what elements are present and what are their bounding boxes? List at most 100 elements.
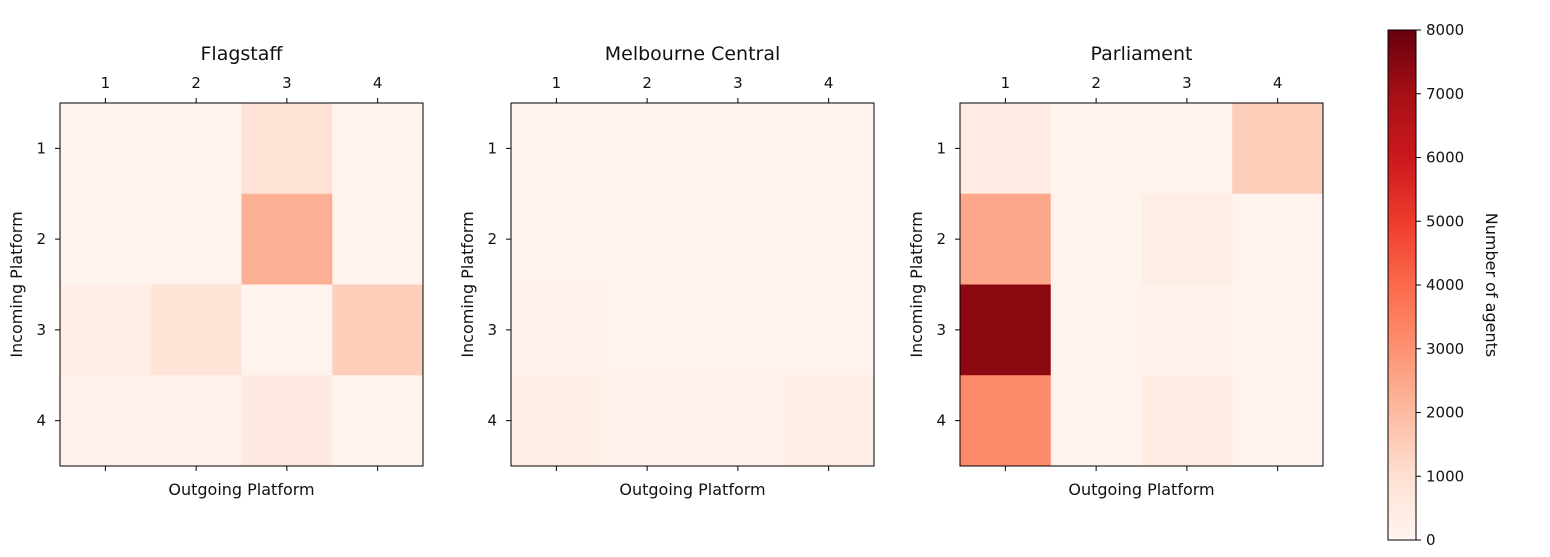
heatmap-cell xyxy=(1141,375,1233,467)
heatmap-cell xyxy=(692,284,784,376)
heatmap-cell xyxy=(601,375,693,467)
x-tick-label: 1 xyxy=(101,74,111,92)
heatmap-cell xyxy=(241,284,333,376)
heatmap-cell xyxy=(1232,375,1324,467)
axes-frame xyxy=(510,102,875,467)
heatmap-cell xyxy=(241,193,333,285)
y-tick-label: 1 xyxy=(936,139,946,157)
heatmap-cell xyxy=(332,193,424,285)
heatmap-cell xyxy=(150,284,242,376)
heatmap-cell xyxy=(960,284,1052,376)
y-tick-label: 1 xyxy=(36,139,46,157)
colorbar: 0 1000 2000 3000 4000 5000 6000 7000 8000 Number… xyxy=(1387,21,1501,549)
colorbar-tick-label: 4000 xyxy=(1426,276,1464,294)
heatmap-cell xyxy=(511,193,603,285)
heatmap-cell xyxy=(1050,103,1142,195)
y-axis-label: Incoming Platform xyxy=(7,211,26,357)
heatmap-cell xyxy=(601,284,693,376)
heatmap-cell xyxy=(1050,375,1142,467)
axes-frame xyxy=(959,102,1324,467)
colorbar-tick-label: 0 xyxy=(1426,531,1436,549)
heatmap-cell xyxy=(1050,284,1142,376)
heatmap-cell xyxy=(241,103,333,195)
heatmap-cell xyxy=(60,193,152,285)
colorbar-tick-label: 3000 xyxy=(1426,340,1464,358)
x-tick-label: 4 xyxy=(824,74,834,92)
heatmap-cell xyxy=(783,103,875,195)
x-tick-label: 3 xyxy=(282,74,292,92)
heatmap-cell xyxy=(601,193,693,285)
x-tick-label: 2 xyxy=(1091,74,1101,92)
x-tick-label: 3 xyxy=(1182,74,1192,92)
x-tick-label: 2 xyxy=(642,74,652,92)
heatmap-cell xyxy=(511,375,603,467)
heatmap-cell xyxy=(511,103,603,195)
y-tick-label: 3 xyxy=(487,321,497,339)
y-tick-label: 2 xyxy=(936,230,946,248)
heatmap-cell xyxy=(601,103,693,195)
x-tick-label: 4 xyxy=(1273,74,1283,92)
x-tick-label: 1 xyxy=(1001,74,1011,92)
x-tick-label: 1 xyxy=(552,74,562,92)
panel-title: Melbourne Central xyxy=(605,43,781,65)
colorbar-tick-label: 8000 xyxy=(1426,21,1464,39)
y-tick-label: 4 xyxy=(36,412,46,430)
x-axis-label: Outgoing Platform xyxy=(168,480,314,499)
heatmap-cell xyxy=(1141,103,1233,195)
heatmap-cell xyxy=(332,284,424,376)
x-tick-label: 4 xyxy=(373,74,383,92)
heatmap-panel: 1 2 3 4 1 2 3 4 Parliament Outgoing Platform Incom… xyxy=(907,43,1324,499)
y-tick-label: 1 xyxy=(487,139,497,157)
heatmap-cell xyxy=(332,375,424,467)
heatmap-panel: 1 2 3 4 1 2 3 4 Flagstaff Outgoing Platform Incomi… xyxy=(7,43,424,499)
x-tick-label: 2 xyxy=(191,74,201,92)
colorbar-gradient xyxy=(1387,29,1417,541)
y-tick-label: 4 xyxy=(936,412,946,430)
y-tick-label: 3 xyxy=(936,321,946,339)
colorbar-tick-label: 2000 xyxy=(1426,404,1464,422)
heatmap-cell xyxy=(1232,284,1324,376)
axes-frame xyxy=(59,102,424,467)
colorbar-tick-label: 6000 xyxy=(1426,149,1464,167)
heatmap-cell xyxy=(241,375,333,467)
heatmap-cell xyxy=(1232,193,1324,285)
heatmap-cell xyxy=(1141,193,1233,285)
heatmap-cell xyxy=(692,103,784,195)
heatmap-cell xyxy=(60,284,152,376)
colorbar-label: Number of agents xyxy=(1482,213,1501,357)
heatmap-cell xyxy=(960,375,1052,467)
y-tick-label: 2 xyxy=(487,230,497,248)
x-axis-label: Outgoing Platform xyxy=(619,480,765,499)
y-axis-label: Incoming Platform xyxy=(907,211,926,357)
y-tick-label: 4 xyxy=(487,412,497,430)
colorbar-tick-label: 5000 xyxy=(1426,212,1464,230)
y-tick-label: 3 xyxy=(36,321,46,339)
heatmap-cell xyxy=(960,103,1052,195)
heatmap-cell xyxy=(1141,284,1233,376)
heatmap-panel: 1 2 3 4 1 2 3 4 Melbourne Central Outgoing Platfo… xyxy=(458,43,875,499)
heatmap-cell xyxy=(783,375,875,467)
heatmap-cell xyxy=(1232,103,1324,195)
colorbar-tick-label: 7000 xyxy=(1426,85,1464,103)
y-axis-label: Incoming Platform xyxy=(458,211,477,357)
heatmap-cell xyxy=(60,375,152,467)
heatmap-cell xyxy=(150,375,242,467)
y-tick-label: 2 xyxy=(36,230,46,248)
x-axis-label: Outgoing Platform xyxy=(1068,480,1214,499)
heatmap-cell xyxy=(511,284,603,376)
heatmap-cell xyxy=(692,375,784,467)
heatmap-cell xyxy=(332,103,424,195)
colorbar-tick-label: 1000 xyxy=(1426,467,1464,485)
heatmap-cell xyxy=(692,193,784,285)
heatmap-cell xyxy=(1050,193,1142,285)
heatmap-cell xyxy=(150,193,242,285)
x-tick-label: 3 xyxy=(733,74,743,92)
heatmap-cell xyxy=(783,284,875,376)
panel-title: Flagstaff xyxy=(201,43,284,65)
heatmap-cell xyxy=(783,193,875,285)
heatmap-cell xyxy=(960,193,1052,285)
heatmap-cell xyxy=(150,103,242,195)
heatmap-cell xyxy=(60,103,152,195)
panel-title: Parliament xyxy=(1091,43,1193,65)
